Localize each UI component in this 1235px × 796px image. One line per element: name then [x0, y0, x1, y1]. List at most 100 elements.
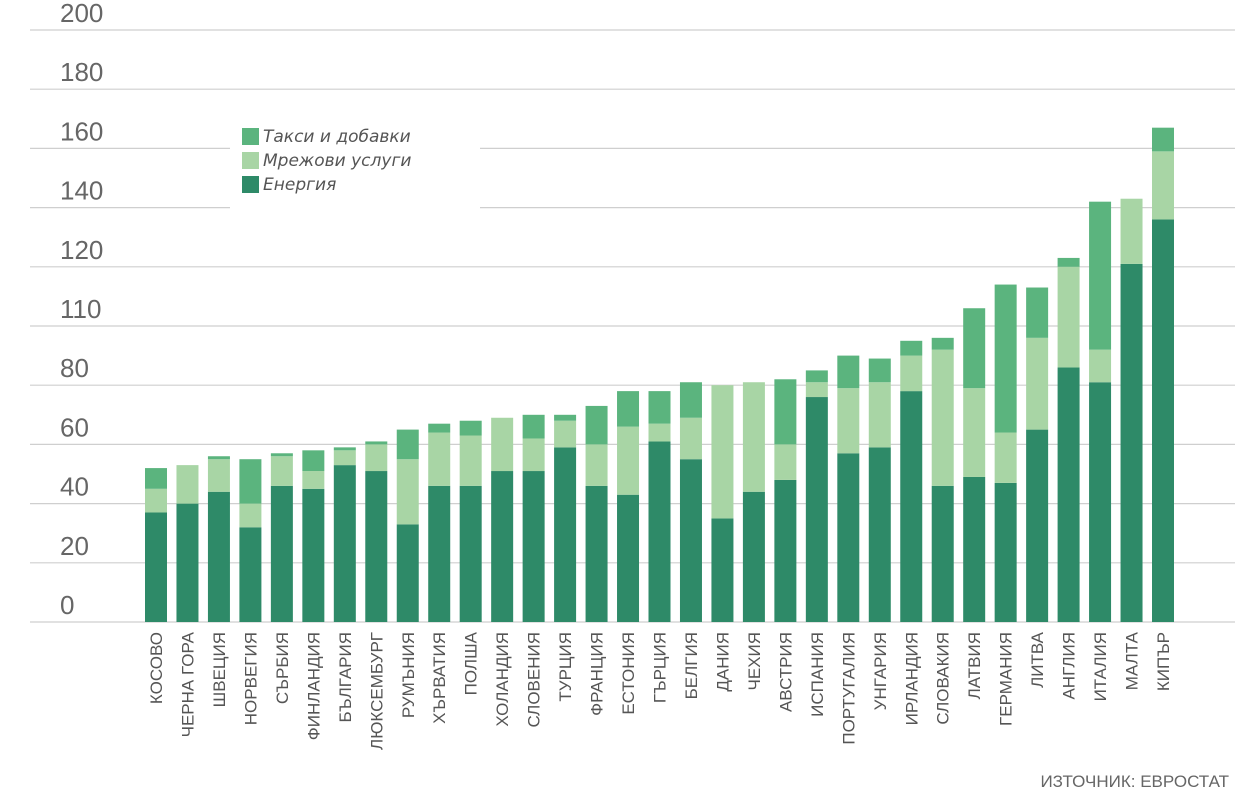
bar-segment — [459, 435, 482, 486]
bar-segment — [679, 459, 702, 622]
bar-segment — [239, 503, 262, 528]
bar-segment — [207, 491, 230, 622]
bar-segment — [868, 382, 891, 448]
bar-segment — [868, 447, 891, 622]
bar-segment — [333, 450, 356, 466]
bar-segment — [1089, 201, 1112, 350]
x-tick-label: МАЛТА — [1123, 631, 1142, 690]
bar-segment — [1120, 198, 1143, 264]
bar-segment — [585, 405, 608, 445]
y-tick-label: 140 — [60, 176, 103, 206]
x-tick-label: УНГАРИЯ — [871, 632, 890, 710]
x-tick-label: СЛОВАКИЯ — [934, 632, 953, 725]
bar-segment — [396, 429, 419, 460]
bar-segment — [1152, 127, 1174, 152]
y-tick-label: 180 — [60, 57, 103, 87]
bar-segment — [522, 471, 545, 622]
y-tick-label: 110 — [60, 294, 101, 324]
x-tick-label: СЛОВЕНИЯ — [525, 632, 544, 728]
bar-segment — [963, 308, 986, 389]
bar-segment — [428, 485, 451, 622]
bar-segment — [365, 471, 388, 622]
bar-segment — [900, 340, 923, 356]
x-tick-label: ЧЕРНА ГОРА — [178, 631, 197, 737]
x-tick-label: ИРЛАНДИЯ — [902, 632, 921, 725]
bar-segment — [805, 382, 828, 398]
x-tick-label: ЛАТВИЯ — [965, 632, 984, 699]
bar-segment — [774, 379, 797, 445]
x-tick-label: ПОРТУГАЛИЯ — [839, 632, 858, 745]
legend: Такси и добавки Мрежови услуги Енергия — [230, 122, 480, 210]
bar-segment — [145, 468, 167, 489]
bar-segment — [428, 432, 451, 486]
x-tick-label: ФРАНЦИЯ — [588, 632, 607, 716]
bar-segment — [1026, 337, 1049, 430]
y-tick-label: 80 — [60, 353, 89, 383]
y-tick-label: 60 — [60, 412, 89, 442]
bar-segment — [617, 391, 640, 427]
bar-segment — [302, 450, 325, 472]
x-tick-label: ЛЮКСЕМБУРГ — [367, 632, 386, 750]
bar-segment — [711, 518, 734, 622]
y-tick-label: 0 — [60, 590, 74, 620]
bar-segment — [176, 503, 199, 622]
bar-segment — [805, 397, 828, 622]
bar-segment — [617, 494, 640, 622]
bar-segment — [994, 432, 1017, 483]
legend-background — [230, 122, 480, 210]
y-tick-label: 40 — [60, 472, 89, 502]
gridlines — [30, 29, 1235, 623]
legend-swatch — [242, 176, 259, 193]
bar-segment — [837, 355, 860, 389]
bar-segment — [365, 441, 388, 445]
bar-segment — [270, 485, 293, 622]
bar-segment — [1026, 429, 1049, 622]
bar-segment — [774, 479, 797, 622]
bar-segment — [1026, 287, 1049, 338]
bar-segment — [1057, 367, 1080, 622]
bar-segment — [774, 444, 797, 480]
bar-segment — [239, 527, 262, 622]
bars — [145, 127, 1174, 622]
bar-segment — [239, 459, 262, 504]
x-tick-label: ИТАЛИЯ — [1091, 632, 1110, 701]
bar-segment — [900, 355, 923, 392]
x-tick-label: ЧЕХИЯ — [745, 632, 764, 691]
bar-segment — [302, 488, 325, 622]
bar-segment — [994, 482, 1017, 622]
bar-segment — [931, 337, 954, 350]
x-tick-label: ПОЛША — [462, 631, 481, 695]
legend-swatch — [242, 152, 259, 169]
x-tick-label: ФИНЛАНДИЯ — [304, 632, 323, 740]
x-tick-label: ЛИТВА — [1028, 631, 1047, 688]
x-tick-label: РУМЪНИЯ — [399, 632, 418, 718]
bar-segment — [145, 488, 167, 513]
x-tick-label: ГЕРМАНИЯ — [997, 632, 1016, 726]
bar-segment — [617, 426, 640, 495]
x-tick-label: ТУРЦИЯ — [556, 632, 575, 702]
bar-segment — [554, 414, 577, 421]
bar-segment — [585, 444, 608, 486]
x-tick-label: ИСПАНИЯ — [808, 632, 827, 717]
bar-segment — [1057, 266, 1080, 368]
x-tick-label: НОРВЕГИЯ — [241, 632, 260, 725]
bar-segment — [931, 349, 954, 486]
bar-segment — [900, 391, 923, 622]
bar-segment — [333, 465, 356, 622]
bar-segment — [176, 465, 199, 504]
y-tick-label: 20 — [60, 531, 89, 561]
legend-swatch — [242, 128, 259, 145]
bar-segment — [837, 453, 860, 622]
bar-segment — [459, 420, 482, 436]
bar-segment — [365, 444, 388, 472]
bar-segment — [554, 447, 577, 622]
bar-segment — [145, 512, 167, 622]
y-axis-tick-labels: 0 20 40 60 80 110 120 140 160 180 200 — [60, 0, 103, 620]
bar-segment — [805, 370, 828, 383]
bar-segment — [679, 382, 702, 418]
bar-segment — [396, 524, 419, 622]
x-axis-category-labels: КОСОВО ЧЕРНА ГОРА ШВЕЦИЯ НОРВЕГИЯ СЪРБИЯ ФИНЛ… — [147, 631, 1173, 750]
bar-segment — [994, 284, 1017, 433]
bar-segment — [554, 420, 577, 448]
bar-segment — [522, 414, 545, 439]
